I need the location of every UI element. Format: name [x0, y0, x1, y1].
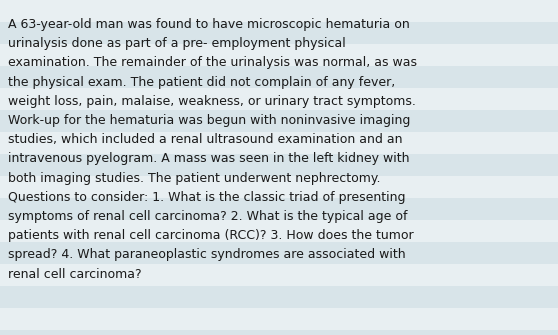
Bar: [0, 330, 558, 335]
Bar: [0, 308, 558, 330]
Bar: [0, 88, 558, 110]
Bar: [0, 154, 558, 176]
Bar: [0, 110, 558, 132]
Bar: [0, 66, 558, 88]
Bar: [0, 286, 558, 308]
Bar: [0, 198, 558, 220]
Bar: [0, 22, 558, 44]
Bar: [0, 176, 558, 198]
Bar: [0, 264, 558, 286]
Bar: [0, 0, 558, 22]
Bar: [0, 44, 558, 66]
Bar: [0, 132, 558, 154]
Bar: [0, 242, 558, 264]
Text: A 63-year-old man was found to have microscopic hematuria on
urinalysis done as : A 63-year-old man was found to have micr…: [8, 18, 417, 281]
Bar: [0, 220, 558, 242]
